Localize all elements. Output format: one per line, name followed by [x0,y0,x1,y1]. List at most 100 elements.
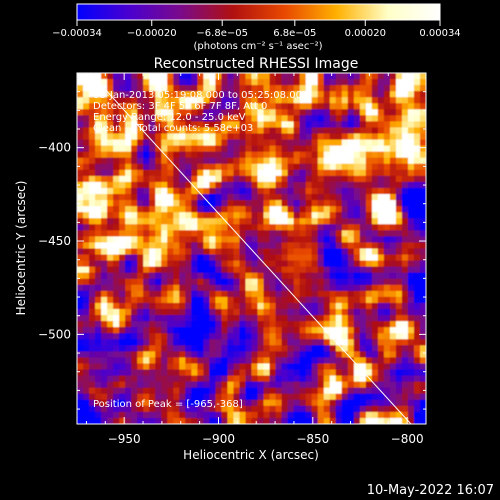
heatmap-cell [263,103,271,110]
heatmap-cell [383,206,391,213]
heatmap-cell [179,375,186,383]
heatmap-cell [305,127,313,135]
heatmap-cell [119,230,126,237]
heatmap-cell [389,357,397,365]
heatmap-cell [401,181,409,189]
heatmap-cell [149,339,156,346]
heatmap-cell [83,266,90,274]
heatmap-cell [167,109,174,116]
heatmap-cell [191,133,198,141]
heatmap-cell [233,296,241,304]
heatmap-cell [149,321,156,328]
heatmap-cell [359,103,367,110]
heatmap-cell [371,115,379,123]
heatmap-cell [107,387,114,395]
heatmap-cell [401,399,409,407]
heatmap-cell [119,278,126,286]
heatmap-cell [293,345,301,352]
heatmap-cell [371,333,379,340]
heatmap-cell [419,315,426,322]
heatmap-cell [197,260,204,268]
heatmap-cell [173,175,180,183]
heatmap-cell [419,369,426,377]
heatmap-cell [119,145,126,153]
heatmap-cell [113,242,120,250]
heatmap-cell [305,278,313,286]
heatmap-cell [227,206,235,213]
heatmap-cell [155,278,162,286]
heatmap-cell [173,194,180,201]
heatmap-cell [287,387,295,395]
heatmap-cell [191,103,198,110]
heatmap-cell [203,327,210,334]
heatmap-cell [83,333,90,340]
heatmap-cell [161,411,168,419]
heatmap-cell [227,321,235,328]
heatmap-cell [173,381,180,389]
heatmap-cell [251,181,259,189]
heatmap-cell [215,381,223,389]
heatmap-cell [101,157,108,165]
heatmap-cell [173,236,180,244]
heatmap-cell [233,145,241,153]
heatmap-cell [215,206,223,213]
heatmap-cell [119,333,126,340]
heatmap-cell [233,157,241,165]
heatmap-cell [125,163,132,171]
heatmap-cell [161,272,168,280]
heatmap-cell [143,212,150,219]
heatmap-cell [263,248,271,256]
heatmap-cell [95,163,102,171]
heatmap-cell [239,351,247,359]
heatmap-cell [203,109,210,116]
heatmap-cell [113,212,120,219]
heatmap-cell [365,151,373,159]
heatmap-cell [371,85,379,92]
heatmap-cell [113,206,120,213]
heatmap-cell [353,133,361,141]
heatmap-cell [197,411,204,419]
heatmap-cell [383,278,391,286]
heatmap-cell [89,236,96,244]
heatmap-cell [209,375,216,383]
heatmap-cell [125,375,132,383]
heatmap-cell [269,327,277,334]
heatmap-cell [89,405,96,413]
heatmap-cell [113,127,120,135]
heatmap-cell [209,321,216,328]
heatmap-cell [353,139,361,147]
heatmap-cell [125,157,132,165]
heatmap-cell [263,79,271,86]
heatmap-cell [239,175,247,183]
heatmap-cell [419,97,426,104]
heatmap-cell [281,369,289,377]
heatmap-cell [269,97,277,104]
heatmap-cell [173,121,180,129]
heatmap-cell [239,85,247,92]
heatmap-cell [317,284,325,292]
heatmap-cell [119,302,126,310]
heatmap-cell [329,187,337,195]
heatmap-cell [203,248,210,256]
heatmap-cell [287,163,295,171]
heatmap-cell [185,115,192,123]
heatmap-cell [233,417,241,424]
heatmap-cell [131,290,138,298]
heatmap-cell [347,163,355,171]
heatmap-cell [413,387,421,395]
heatmap-cell [413,296,421,304]
heatmap-cell [395,194,403,201]
heatmap-cell [149,230,156,237]
heatmap-cell [209,399,216,407]
heatmap-cell [377,187,385,195]
heatmap-cell [197,315,204,322]
heatmap-cell [155,212,162,219]
heatmap-cell [353,369,361,377]
heatmap-cell [185,163,192,171]
heatmap-cell [209,200,216,207]
heatmap-cell [125,399,132,407]
heatmap-cell [137,272,144,280]
heatmap-cell [227,175,235,183]
heatmap-cell [413,357,421,365]
heatmap-cell [185,133,192,141]
